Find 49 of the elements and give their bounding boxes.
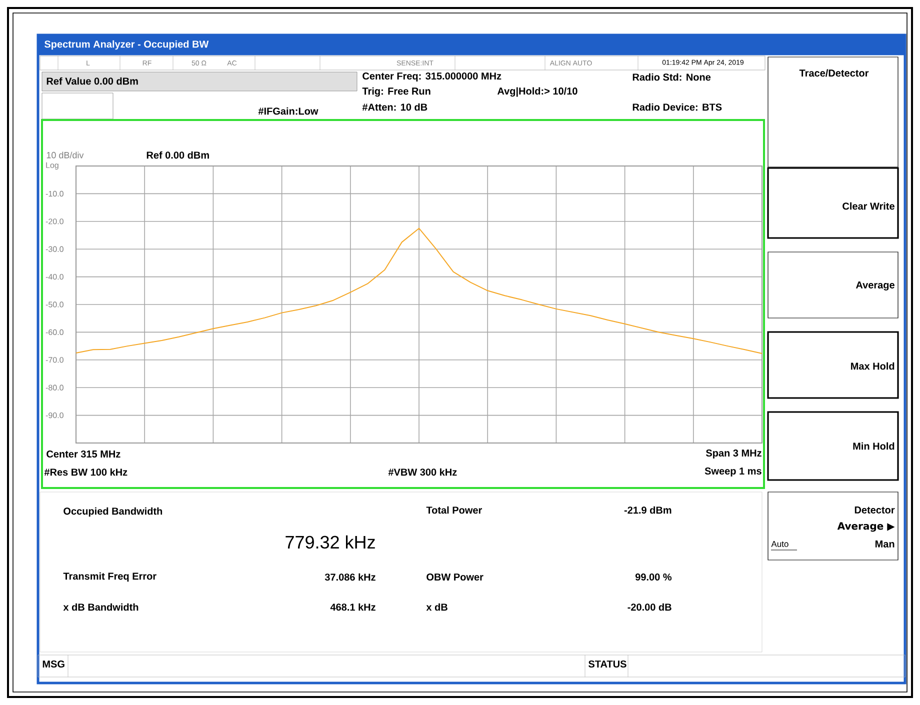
text: Max Hold: [851, 362, 894, 370]
text: Detector: [854, 506, 895, 514]
chart-title: Spectrum Analyzer - Occupied BW: [44, 40, 209, 50]
text: Clear Write: [842, 202, 894, 210]
text: #VBW 300 kHz: [388, 468, 457, 476]
text: Radio Device: BTS: [632, 103, 722, 111]
y-tick-label: -20.0: [46, 218, 64, 224]
text: Trig: Free Run: [362, 87, 430, 97]
text: x dB: [426, 603, 448, 611]
y-tick-label: -60.0: [46, 329, 64, 336]
text: Average ▶: [837, 522, 895, 532]
text: Sweep 1 ms: [704, 467, 762, 477]
text: #IFGain:Low: [258, 107, 318, 115]
y-tick-label: -10.0: [46, 190, 64, 197]
text: -20.00 dB: [628, 603, 672, 611]
text: -21.9 dBm: [624, 506, 672, 514]
text: Occupied Bandwidth: [64, 507, 162, 517]
text: Ref 0.00 dBm: [146, 151, 209, 159]
y-tick-label: -70.0: [46, 357, 64, 363]
text: Trace/Detector: [799, 69, 869, 77]
y-tick-label: -40.0: [46, 274, 64, 280]
text: 37.086 kHz: [324, 573, 376, 581]
text: 468.1 kHz: [330, 603, 376, 611]
text: Transmit Freq Error: [63, 572, 156, 582]
text: 99.00 %: [635, 573, 672, 581]
text: Average: [856, 282, 894, 291]
y-tick-label: -90.0: [46, 412, 64, 418]
text: Center Freq: 315.000000 MHz: [362, 72, 502, 82]
text: Radio Std: None: [632, 73, 711, 81]
text: Span 3 MHz: [706, 449, 762, 459]
text: #Res BW 100 kHz: [44, 468, 128, 476]
text: 779.32 kHz: [286, 535, 375, 549]
y-tick-label: Log: [46, 162, 58, 170]
y-tick-label: -50.0: [46, 302, 64, 308]
text: Ref Value 0.00 dBm: [46, 77, 138, 85]
text: Auto: [771, 541, 788, 547]
text: Min Hold: [853, 442, 894, 450]
text: Avg|Hold:> 10/10: [497, 87, 578, 97]
text: STATUS: [588, 660, 626, 668]
text: MSG: [42, 660, 64, 668]
text: Center 315 MHz: [46, 450, 120, 458]
text: x dB Bandwidth: [63, 603, 138, 611]
text: Man: [875, 540, 894, 548]
text: 10 dB/div: [46, 152, 84, 158]
y-tick-label: -80.0: [46, 384, 64, 390]
text: #Atten: 10 dB: [362, 103, 428, 111]
y-tick-label: -30.0: [46, 246, 64, 252]
text: OBW Power: [426, 573, 484, 581]
text: Total Power: [426, 506, 482, 514]
